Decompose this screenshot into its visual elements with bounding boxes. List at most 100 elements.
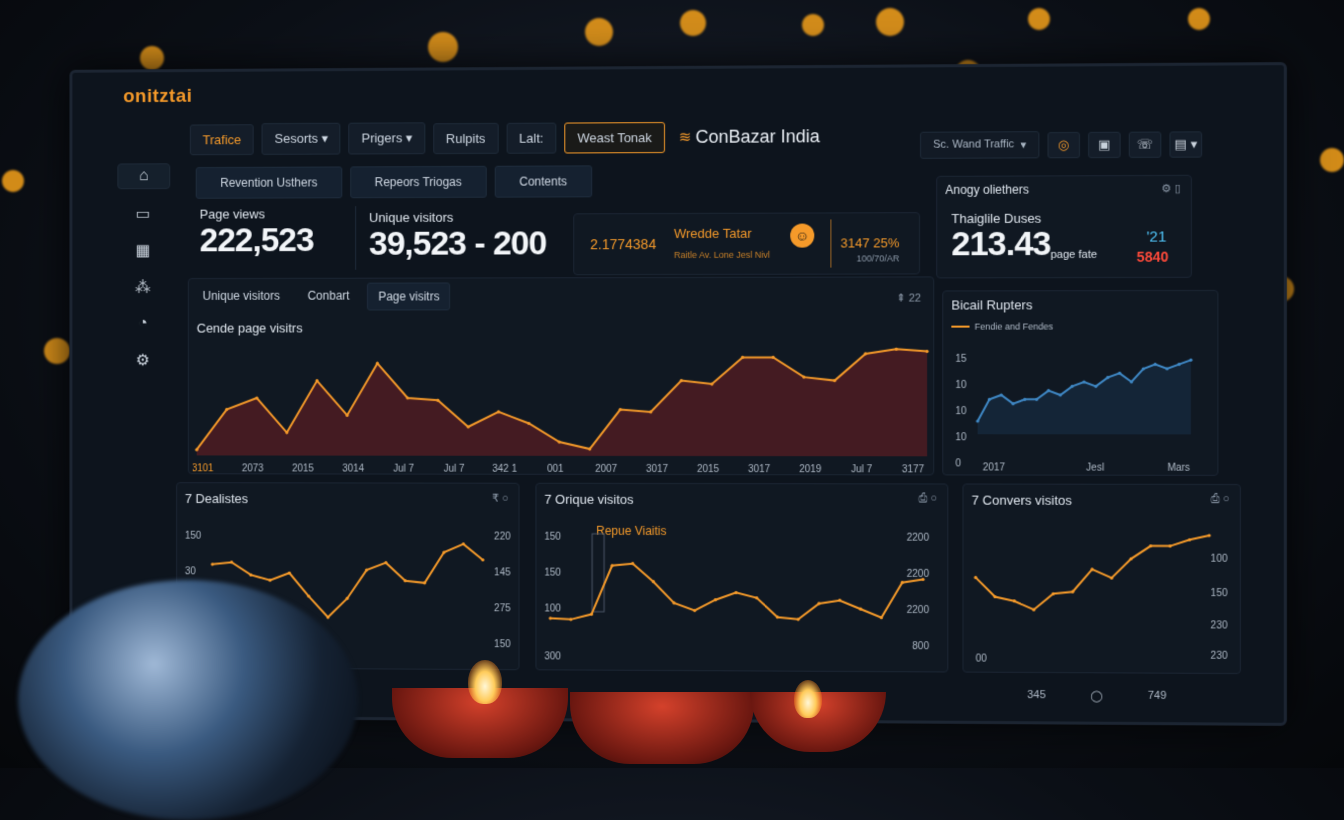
bottom-1-title: 7 Dealistes xyxy=(185,491,248,506)
chart-point xyxy=(772,356,775,359)
chart-point xyxy=(404,579,407,582)
chart-point xyxy=(925,350,928,353)
gauge-icon[interactable]: ◔ xyxy=(117,312,168,336)
tab-revention[interactable]: Revention Usthers xyxy=(196,166,342,198)
nav-item-prigers[interactable]: Prigers ▾ xyxy=(349,122,425,154)
chart-point xyxy=(1082,380,1085,383)
chart-point xyxy=(1035,398,1038,401)
chart-point xyxy=(481,558,484,561)
chart-point xyxy=(230,561,233,564)
bokeh-light xyxy=(1188,8,1210,30)
stat-page-views: Page views 222,523 xyxy=(200,206,314,260)
nav-item-traffic[interactable]: Trafice xyxy=(190,124,254,155)
right-top-num1: '21 xyxy=(1146,228,1166,245)
chart-point xyxy=(838,599,841,602)
tab-page-visitors[interactable]: Page visitrs xyxy=(367,282,450,310)
chart-point xyxy=(1165,367,1168,370)
mid-percent-sub: 100/70/AR xyxy=(857,253,900,263)
x-tick-label: Jul 7 xyxy=(393,464,414,475)
bottom-3-line-chart: 10015023023000 xyxy=(963,515,1239,673)
bottom-3-icons[interactable]: ⎙ ○ xyxy=(1211,493,1230,506)
chart-point xyxy=(649,410,652,413)
chart-point xyxy=(288,571,291,574)
flame-decor xyxy=(794,680,822,718)
chevron-down-icon: ▾ xyxy=(322,131,328,146)
calendar-icon[interactable]: ▦ xyxy=(117,239,168,263)
y-tick-label: 00 xyxy=(976,653,988,664)
bottom-chart-3: 7 Convers visitos ⎙ ○ 100 150 230 230 00 xyxy=(962,484,1240,675)
phone-icon[interactable]: ☏ xyxy=(1129,131,1162,157)
main-chart-title: Cende page visitrs xyxy=(197,321,303,336)
chart-point xyxy=(590,613,593,616)
stat-card-mid: 2.1774384 Wredde Tatar Raitle Av. Lone J… xyxy=(573,212,920,275)
y-tick-label: 2200 xyxy=(907,569,930,580)
chart-point xyxy=(631,562,634,565)
chart-point xyxy=(974,576,977,579)
tab-contents[interactable]: Contents xyxy=(494,165,591,197)
right-chart-title: Bicail Rupters xyxy=(951,297,1032,312)
chart-point xyxy=(833,379,836,382)
image-icon[interactable]: ▤ ▾ xyxy=(1169,131,1202,157)
tab-unique-visitors[interactable]: Unique visitors xyxy=(193,283,290,311)
chart-point xyxy=(569,618,572,621)
target-icon[interactable]: ◎ xyxy=(1048,131,1080,157)
filter-icon[interactable]: ⇞ xyxy=(896,293,905,305)
chevron-down-icon: ▾ xyxy=(406,130,412,145)
chart-area-fill xyxy=(197,349,927,456)
mid-sub: Raitle Av. Lone Jesl Nivl xyxy=(674,250,770,260)
stat-value: 222,523 xyxy=(200,221,314,260)
right-chart-legend: Fendie and Fendes xyxy=(951,321,1053,331)
tab-conbart[interactable]: Conbart xyxy=(298,283,360,311)
chat-icon[interactable]: ☺ xyxy=(790,224,814,248)
bokeh-light xyxy=(428,32,458,62)
tab-repeors[interactable]: Repeors Triogas xyxy=(350,166,487,198)
home-icon[interactable]: ⌂ xyxy=(117,163,170,189)
y-tick-label: 230 xyxy=(1211,620,1228,631)
chart-point xyxy=(864,352,867,355)
y-tick-label: 0 xyxy=(955,458,961,469)
bottom-2-line-chart: 150150100300220022002200800 xyxy=(536,514,947,672)
y-tick-label: 100 xyxy=(544,603,561,614)
bokeh-light xyxy=(2,170,24,192)
chart-point xyxy=(797,618,800,621)
chart-point xyxy=(1110,576,1113,579)
chart-point xyxy=(1059,393,1062,396)
right-area-chart: 15 10 10 10 0 2017 Jesl Mars xyxy=(943,331,1217,475)
right-chart-panel: Bicail Rupters Fendie and Fendes 15 10 10 1… xyxy=(942,290,1218,476)
chart-point xyxy=(442,551,445,554)
folder-icon[interactable]: ▭ xyxy=(117,202,168,226)
nav-highlight-button[interactable]: Weast Tonak xyxy=(564,122,664,153)
chart-point xyxy=(588,447,591,450)
x-tick-label: 2007 xyxy=(595,464,618,475)
y-tick-label: 150 xyxy=(185,531,202,542)
gear-icon[interactable]: ⚙ xyxy=(117,348,168,372)
chart-point xyxy=(710,382,713,385)
chart-point xyxy=(365,568,368,571)
x-tick-label: 3017 xyxy=(646,464,669,474)
bokeh-light xyxy=(140,46,164,70)
chart-point xyxy=(1071,385,1074,388)
bokeh-light xyxy=(876,8,904,36)
right-top-title: Thaiglile Duses xyxy=(951,211,1041,226)
right-top-card: Anogy oliethers ⚙ ▯ Thaiglile Duses 213.… xyxy=(936,175,1192,279)
bottom-1-icons[interactable]: ₹ ○ xyxy=(492,492,509,505)
nav-item-sesorts[interactable]: Sesorts ▾ xyxy=(262,123,341,155)
select-value: Sc. Wand Traffic xyxy=(933,138,1014,150)
traffic-select[interactable]: Sc. Wand Traffic ▾ xyxy=(920,131,1039,159)
nav-item-lalt[interactable]: Lalt: xyxy=(506,122,556,153)
network-icon[interactable]: ⁂ xyxy=(117,275,168,299)
chart-point xyxy=(497,410,500,413)
chart-point xyxy=(741,356,744,359)
mid-title: Wredde Tatar xyxy=(674,226,752,241)
search-icon[interactable]: ◯ xyxy=(1090,689,1103,702)
chart-point xyxy=(895,347,898,350)
chart-point xyxy=(346,597,349,600)
x-tick-label: 3017 xyxy=(748,464,771,474)
bottom-2-icons[interactable]: ⎙ ○ xyxy=(919,492,938,505)
x-tick-label: 3014 xyxy=(342,464,364,475)
settings-icon[interactable]: ⚙ ▯ xyxy=(1161,182,1180,195)
chart-point xyxy=(1169,544,1172,547)
chart-point xyxy=(1032,608,1035,611)
nav-item-rulpits[interactable]: Rulpits xyxy=(433,122,498,153)
inbox-icon[interactable]: ▣ xyxy=(1088,131,1121,157)
